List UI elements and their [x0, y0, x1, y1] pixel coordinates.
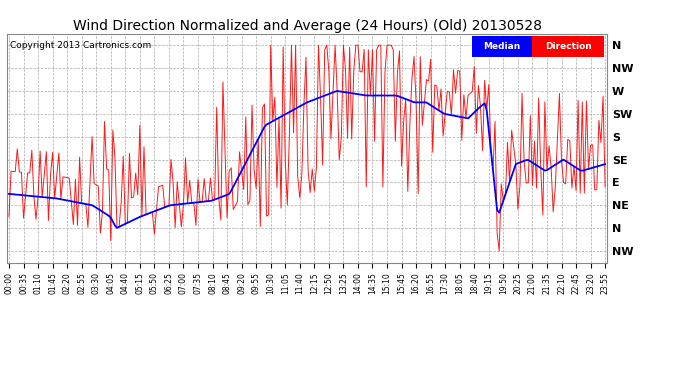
- FancyBboxPatch shape: [532, 36, 604, 57]
- Text: Direction: Direction: [545, 42, 591, 51]
- Text: Median: Median: [484, 42, 521, 51]
- Text: Copyright 2013 Cartronics.com: Copyright 2013 Cartronics.com: [10, 40, 151, 50]
- Title: Wind Direction Normalized and Average (24 Hours) (Old) 20130528: Wind Direction Normalized and Average (2…: [72, 19, 542, 33]
- FancyBboxPatch shape: [472, 36, 532, 57]
